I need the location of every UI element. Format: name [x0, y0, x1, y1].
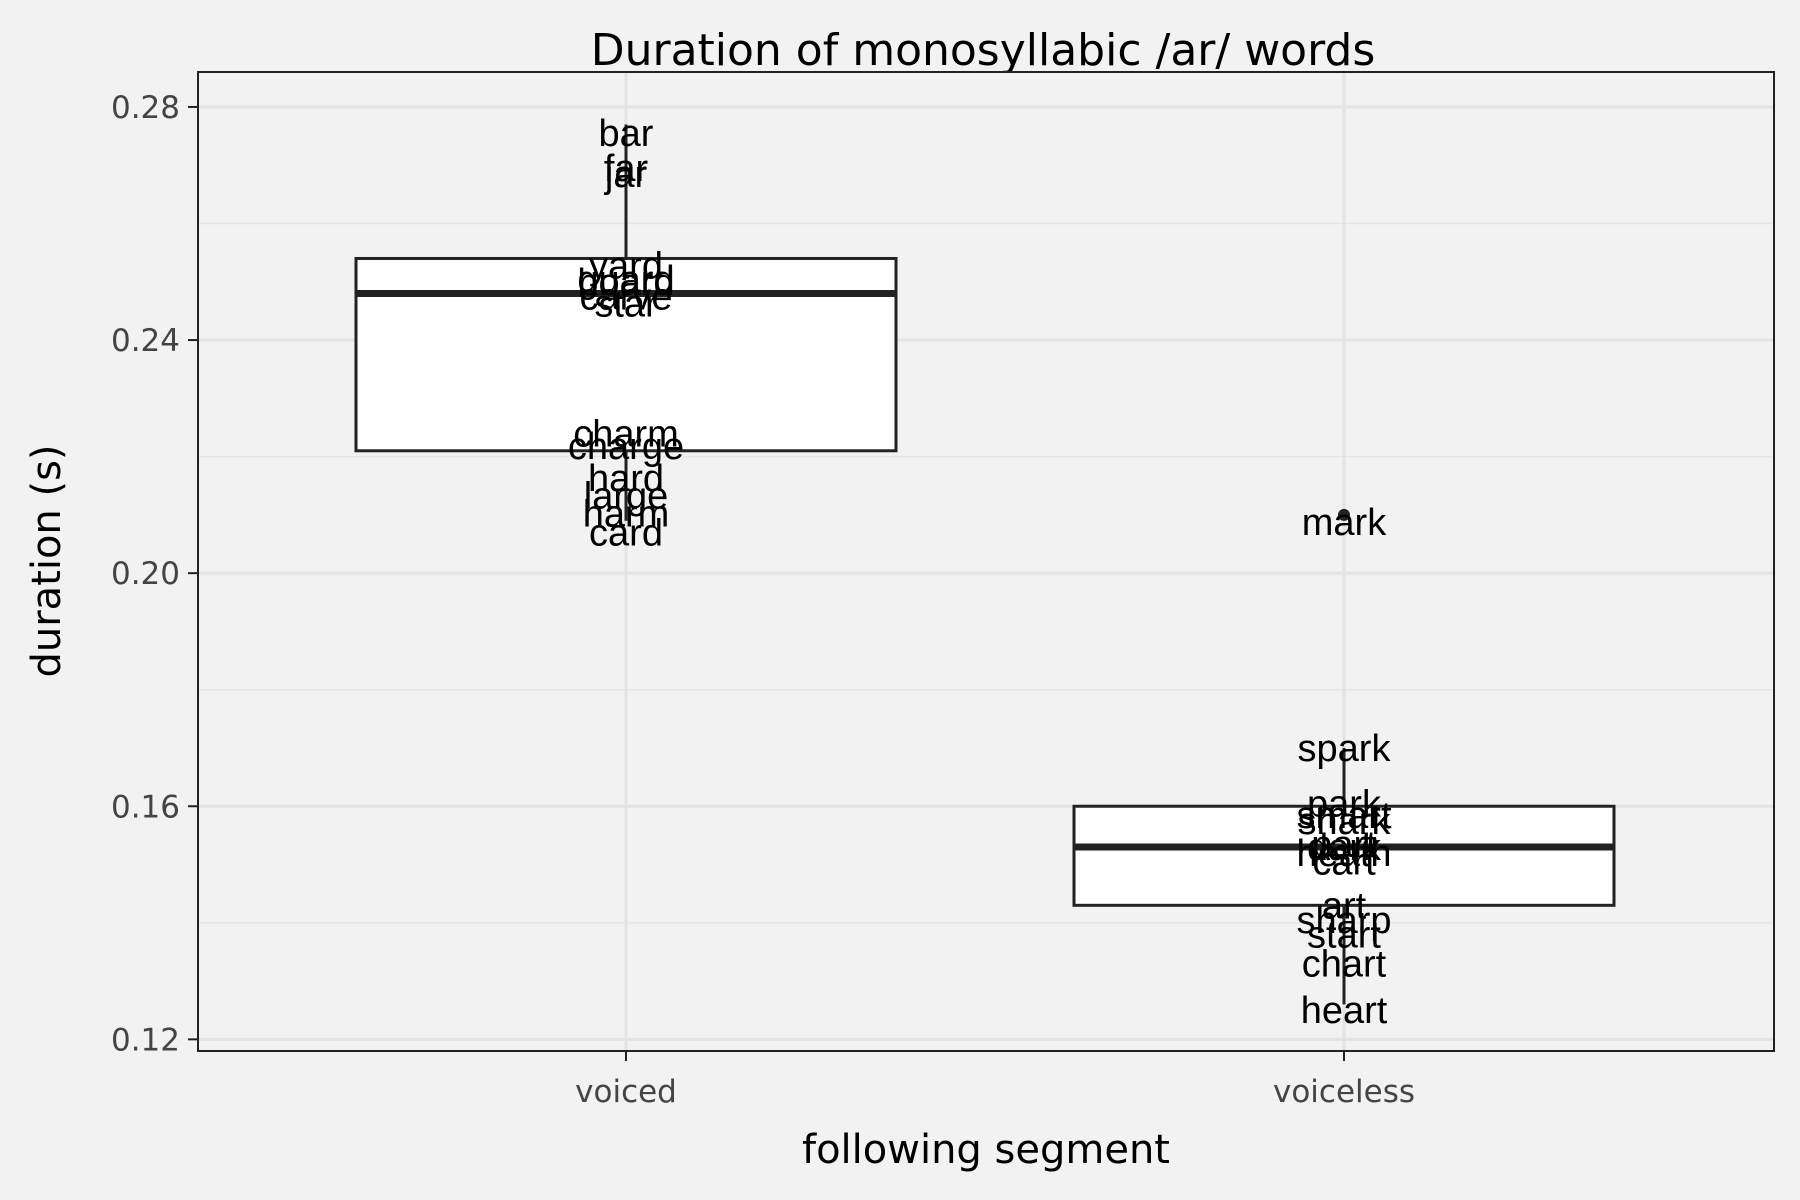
word-label: smart	[1297, 795, 1392, 837]
word-label: jar	[604, 154, 648, 196]
word-label: carve	[580, 276, 673, 318]
word-label: board	[577, 262, 674, 304]
y-tick-label: 0.12	[111, 1022, 180, 1058]
word-labels: barfarjaryardguardboardcarvestarcharmcha…	[568, 113, 1392, 1032]
y-axis-title: duration (s)	[24, 444, 70, 677]
word-label: charge	[568, 426, 684, 468]
word-label: mark	[1302, 502, 1387, 544]
word-label: spark	[1298, 728, 1392, 770]
word-label: sharp	[1296, 900, 1391, 942]
plot-panel-border	[197, 71, 1775, 1052]
word-label: art	[1322, 885, 1367, 927]
word-label: bar	[599, 113, 654, 155]
outlier-point	[1338, 508, 1350, 521]
box-voiced	[354, 124, 898, 521]
word-label: card	[589, 512, 663, 554]
word-label: yard	[589, 245, 663, 287]
word-label: heart	[1301, 990, 1388, 1032]
word-label: large	[584, 476, 669, 518]
word-label: chart	[1302, 944, 1387, 986]
box-body	[1072, 804, 1616, 907]
box-voiceless	[1072, 508, 1616, 1005]
x-axis-title: following segment	[802, 1127, 1170, 1173]
y-tick-label: 0.20	[111, 556, 180, 592]
axes: 0.12 0.16 0.20 0.24 0.28 voiced voiceless	[111, 90, 1415, 1110]
y-tick-label: 0.16	[111, 789, 180, 825]
x-tick-label: voiceless	[1273, 1074, 1415, 1110]
word-label: cart	[1312, 842, 1376, 884]
y-tick-label: 0.24	[111, 323, 180, 359]
word-label: harm	[583, 494, 670, 536]
word-label: part	[1311, 824, 1377, 866]
word-label: shark	[1298, 801, 1392, 843]
y-tick-label: 0.28	[111, 90, 180, 126]
boxes	[354, 124, 1616, 1005]
word-label: dark	[1307, 827, 1382, 869]
x-tick-label: voiced	[575, 1074, 677, 1110]
chart-title: Duration of monosyllabic /ar/ words	[591, 25, 1376, 76]
word-label: start	[1307, 914, 1381, 956]
word-label: far	[604, 148, 649, 190]
word-label: star	[594, 283, 658, 325]
word-label: guard	[577, 259, 674, 301]
word-label: park	[1307, 783, 1382, 825]
word-label: charm	[573, 413, 679, 455]
word-label: hard	[588, 458, 664, 500]
word-label: heath	[1296, 833, 1391, 875]
